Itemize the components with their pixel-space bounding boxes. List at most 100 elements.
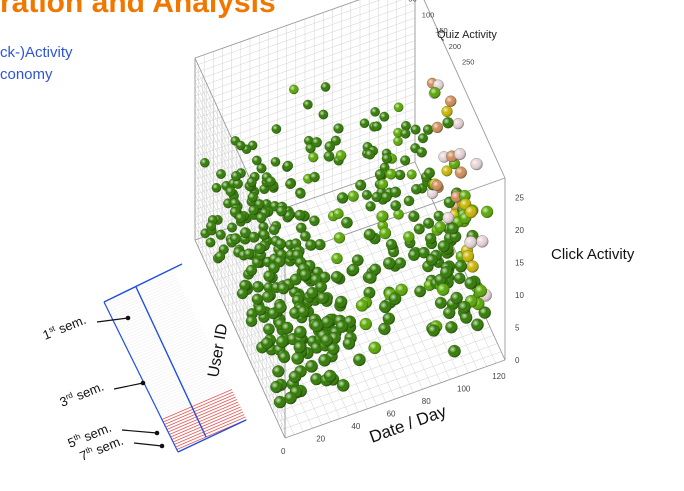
data-point: [445, 321, 458, 334]
data-point: [311, 137, 323, 148]
data-point: [324, 141, 336, 152]
data-point: [211, 182, 222, 193]
data-point: [260, 337, 273, 350]
data-point: [368, 341, 382, 355]
svg-text:3rd sem.: 3rd sem.: [58, 379, 106, 410]
data-point: [381, 153, 393, 164]
data-point: [355, 179, 367, 191]
data-point: [206, 220, 217, 232]
data-point: [385, 238, 398, 251]
data-point: [434, 221, 447, 233]
data-point: [403, 195, 415, 207]
data-point: [376, 210, 389, 223]
data-point: [330, 270, 343, 284]
quiz-tick-label: 200: [449, 42, 462, 51]
quiz-tick-label: 50: [408, 0, 416, 4]
data-point: [440, 266, 453, 279]
data-point: [418, 246, 430, 259]
data-point: [371, 121, 382, 132]
data-point: [299, 268, 311, 281]
data-point: [273, 395, 287, 409]
data-point: [276, 205, 287, 217]
data-point: [293, 341, 306, 354]
data-point: [425, 253, 438, 266]
x-tick-label: 60: [387, 410, 396, 419]
data-point: [254, 304, 267, 316]
data-point: [341, 216, 353, 229]
data-point: [380, 191, 392, 203]
data-point: [239, 227, 252, 239]
data-point: [235, 140, 246, 151]
data-point: [414, 285, 427, 298]
data-point: [370, 107, 380, 117]
subtitle-line-1: ck-)Activity: [0, 44, 73, 61]
data-point: [309, 215, 320, 227]
data-point: [426, 187, 438, 199]
data-point: [270, 157, 281, 167]
z-axis-label: Click Activity: [551, 246, 635, 263]
data-point: [320, 82, 331, 92]
data-point: [236, 287, 249, 300]
data-point: [478, 306, 492, 319]
data-point: [309, 171, 320, 183]
data-point: [400, 120, 411, 131]
x-tick-label: 120: [492, 372, 506, 381]
data-point: [335, 320, 349, 333]
data-point: [382, 312, 396, 325]
data-point: [466, 260, 479, 273]
data-point: [394, 257, 407, 269]
slide-title: ration and Analysis: [0, 0, 276, 19]
data-point: [334, 295, 348, 309]
data-point: [268, 224, 280, 236]
data-point: [371, 191, 382, 203]
data-point: [437, 240, 450, 253]
data-point: [388, 292, 402, 306]
data-point: [443, 306, 456, 320]
data-point: [453, 147, 466, 161]
x-tick-label: 80: [422, 397, 431, 406]
data-point: [265, 176, 276, 187]
data-point: [291, 352, 305, 365]
z-tick-label: 25: [515, 194, 524, 203]
data-point: [318, 353, 331, 367]
axis-ticks: 020406080100120051015202550100150200250: [281, 0, 524, 456]
data-point: [263, 270, 275, 282]
data-point: [359, 118, 370, 129]
data-point: [400, 128, 411, 139]
data-point: [424, 232, 437, 245]
data-point: [431, 179, 443, 192]
data-point: [433, 210, 445, 222]
x-tick-label: 0: [281, 447, 286, 456]
data-point: [406, 169, 417, 180]
data-point: [464, 205, 478, 219]
data-point: [294, 209, 306, 221]
data-point: [379, 111, 390, 122]
data-point: [315, 280, 328, 293]
data-point: [458, 189, 471, 202]
quiz-tick-label: 150: [435, 26, 448, 35]
data-point: [252, 280, 264, 293]
data-point: [243, 248, 255, 260]
quiz-tick-label: 250: [462, 58, 475, 67]
data-point: [248, 205, 259, 216]
data-point: [288, 370, 302, 384]
z-tick-label: 5: [515, 324, 520, 333]
data-point: [245, 315, 258, 328]
data-point: [359, 317, 373, 331]
data-point: [374, 169, 386, 180]
data-point: [310, 319, 324, 333]
data-point: [318, 109, 329, 120]
data-point: [457, 300, 471, 314]
data-point: [320, 333, 334, 347]
data-point: [225, 186, 236, 197]
data-point: [416, 146, 427, 158]
data-point: [277, 282, 290, 295]
data-point: [215, 229, 226, 240]
data-point: [442, 117, 454, 129]
data-point: [270, 380, 283, 394]
data-point: [205, 237, 216, 248]
data-point: [275, 238, 287, 250]
data-point: [454, 260, 468, 273]
data-point: [364, 271, 377, 284]
